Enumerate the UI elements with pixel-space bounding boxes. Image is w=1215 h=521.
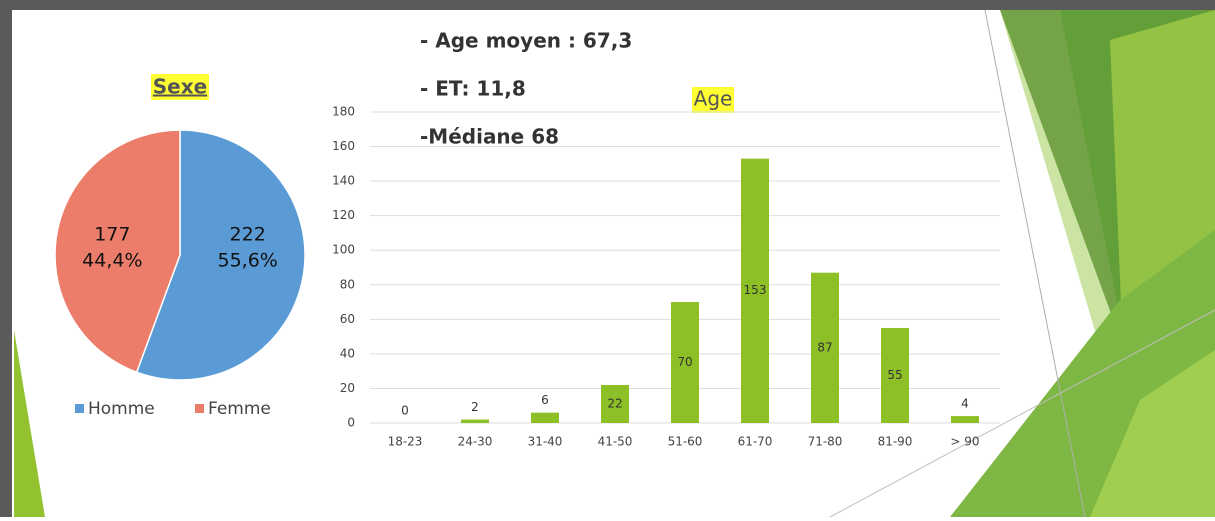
bar xyxy=(461,419,489,423)
bar-label: 87 xyxy=(817,340,832,354)
y-tick-label: 120 xyxy=(332,208,355,222)
y-tick-label: 140 xyxy=(332,174,355,188)
legend-swatch xyxy=(75,404,84,413)
x-tick-label: 41-50 xyxy=(598,435,633,449)
bar xyxy=(741,158,769,423)
bar-label: 70 xyxy=(677,355,692,369)
pie-slice xyxy=(135,129,306,381)
stat: - ET: 11,8 xyxy=(420,77,526,101)
bar-label: 6 xyxy=(541,393,549,407)
bar-label: 153 xyxy=(744,283,767,297)
bar-label: 2 xyxy=(471,400,479,414)
y-tick-label: 100 xyxy=(332,243,355,257)
legend-swatch xyxy=(195,404,204,413)
slice-percent: 55,6% xyxy=(217,250,277,272)
y-tick-label: 160 xyxy=(332,139,355,153)
x-tick-label: 71-80 xyxy=(808,435,843,449)
bar xyxy=(951,416,979,423)
x-tick-label: 81-90 xyxy=(878,435,913,449)
stat: - Age moyen : 67,3 xyxy=(420,29,632,53)
slice-value: 177 xyxy=(94,224,130,246)
title-highlight xyxy=(692,87,734,113)
bar xyxy=(671,302,699,423)
legend-label: Homme xyxy=(88,399,155,419)
bar xyxy=(881,327,909,423)
title-highlight xyxy=(151,74,209,100)
bar xyxy=(601,384,629,423)
slice-percent: 44,4% xyxy=(82,250,142,272)
x-tick-label: 31-40 xyxy=(528,435,563,449)
bar-title: Age xyxy=(694,87,733,111)
x-tick-label: > 90 xyxy=(950,435,979,449)
x-tick-label: 51-60 xyxy=(668,435,703,449)
pie-title: Sexe xyxy=(153,75,207,99)
y-tick-label: 40 xyxy=(340,346,355,360)
y-tick-label: 0 xyxy=(347,416,355,430)
slice-value: 222 xyxy=(230,224,266,246)
y-tick-label: 80 xyxy=(340,277,355,291)
x-tick-label: 61-70 xyxy=(738,435,773,449)
bar-label: 22 xyxy=(607,396,622,410)
stat: -Médiane 68 xyxy=(420,125,559,149)
legend-label: Femme xyxy=(208,399,271,419)
bar-label: 0 xyxy=(401,404,409,418)
y-tick-label: 60 xyxy=(340,312,355,326)
bar xyxy=(811,272,839,423)
bar-label: 4 xyxy=(961,397,969,411)
x-tick-label: 24-30 xyxy=(458,435,493,449)
bar-label: 55 xyxy=(887,368,902,382)
y-tick-label: 180 xyxy=(332,105,355,119)
y-tick-label: 20 xyxy=(340,381,355,395)
x-tick-label: 18-23 xyxy=(388,435,423,449)
decor xyxy=(14,9,1215,518)
pie-slice xyxy=(54,129,181,374)
bar xyxy=(531,412,559,423)
